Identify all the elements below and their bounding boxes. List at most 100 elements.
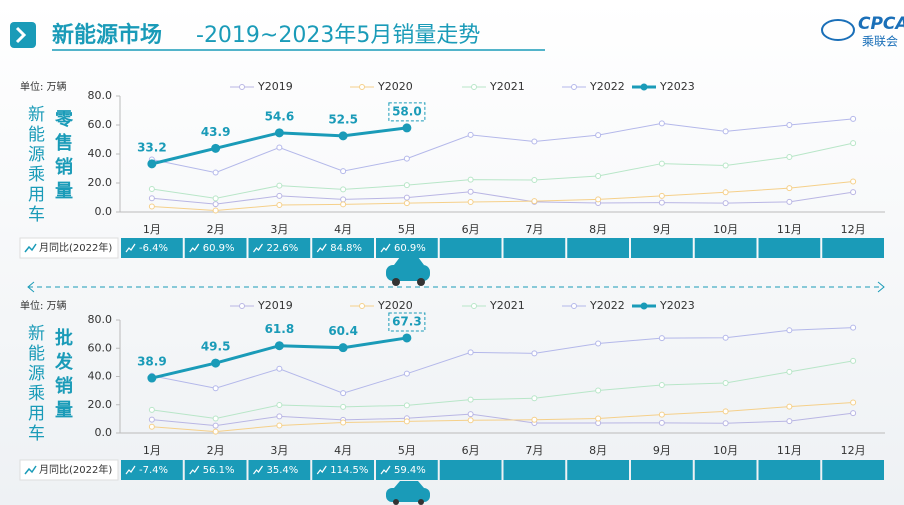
data-point	[658, 411, 665, 418]
yoy-cell	[439, 238, 502, 258]
yoy-label-icon	[24, 243, 37, 253]
data-point	[340, 186, 347, 193]
x-tick-label: 8月	[589, 444, 607, 457]
series-line	[151, 401, 854, 433]
data-point	[212, 207, 219, 214]
data-point	[595, 387, 602, 394]
data-point	[850, 115, 857, 122]
yoy-icon	[125, 465, 136, 475]
data-point	[850, 410, 857, 417]
y-tick-label: 80.0	[88, 89, 113, 102]
y-tick-label: 20.0	[88, 398, 113, 411]
data-point	[722, 379, 729, 386]
yoy-value: 56.1%	[203, 465, 235, 476]
car-icon	[386, 257, 430, 286]
data-point	[212, 422, 219, 429]
x-tick-label: 7月	[525, 444, 543, 457]
data-point	[786, 198, 793, 205]
data-point	[276, 413, 283, 420]
legend-marker	[359, 303, 365, 309]
data-point	[850, 324, 857, 331]
legend-label: Y2021	[489, 299, 525, 312]
yoy-cell	[503, 238, 566, 258]
data-point	[531, 350, 538, 357]
yoy-cell	[567, 460, 629, 480]
data-point	[212, 169, 219, 176]
metric-label: 零售销量	[52, 109, 74, 205]
yoy-value: 22.6%	[267, 243, 299, 254]
yoy-cell	[822, 238, 884, 258]
x-tick-label: 10月	[713, 444, 738, 457]
y-tick-label: 0.0	[95, 426, 113, 439]
data-label-box	[388, 312, 426, 332]
data-point	[467, 198, 474, 205]
x-tick-label: 3月	[270, 444, 288, 457]
x-tick-label: 9月	[653, 444, 671, 457]
data-point	[786, 185, 793, 192]
data-point	[467, 131, 474, 138]
data-point	[722, 200, 729, 207]
data-point	[276, 144, 283, 151]
data-point	[340, 419, 347, 426]
data-point	[786, 368, 793, 375]
yoy-cell	[694, 238, 757, 258]
data-point	[467, 188, 474, 195]
x-tick-label: 11月	[777, 223, 802, 236]
yoy-icon	[380, 465, 391, 475]
legend-marker	[239, 303, 245, 309]
y-tick-label: 60.0	[88, 341, 113, 354]
data-point	[276, 202, 283, 209]
legend-marker	[571, 84, 577, 90]
legend-marker	[571, 303, 577, 309]
data-point	[147, 159, 157, 169]
data-point	[403, 194, 410, 201]
yoy-icon	[253, 465, 263, 475]
data-point	[403, 402, 410, 409]
legend-marker	[471, 84, 477, 90]
y-tick-label: 40.0	[88, 370, 113, 383]
data-point	[467, 411, 474, 418]
series-line	[151, 327, 854, 394]
yoy-icon	[189, 243, 200, 253]
data-point	[722, 408, 729, 415]
x-tick-label: 12月	[841, 223, 866, 236]
y-tick-label: 40.0	[88, 147, 113, 160]
data-point	[403, 182, 410, 189]
yoy-value: 84.8%	[330, 243, 362, 254]
data-point	[276, 192, 283, 199]
series-line	[151, 118, 854, 174]
data-label: 54.6	[265, 109, 295, 123]
data-point	[658, 192, 665, 199]
unit-label: 单位: 万辆	[20, 80, 67, 93]
yoy-cell	[312, 238, 374, 258]
data-point	[148, 195, 155, 202]
data-point	[658, 120, 665, 127]
legend-label: Y2022	[589, 299, 625, 312]
data-point	[467, 349, 474, 356]
yoy-icon	[316, 243, 327, 253]
data-point	[850, 140, 857, 147]
data-point	[148, 423, 155, 430]
data-point	[340, 403, 347, 410]
yoy-cell	[694, 460, 757, 480]
yoy-cell	[248, 238, 311, 258]
data-point	[722, 128, 729, 135]
y-tick-label: 0.0	[95, 205, 113, 218]
legend-marker	[640, 83, 648, 91]
data-point	[722, 334, 729, 341]
series-line	[151, 360, 854, 419]
data-point	[340, 196, 347, 203]
legend-label: Y2019	[257, 80, 293, 93]
data-point	[531, 198, 538, 205]
data-point	[340, 201, 347, 208]
yoy-cell	[631, 238, 693, 258]
series-line	[151, 181, 854, 212]
legend-marker	[471, 303, 477, 309]
y-tick-label: 80.0	[88, 313, 113, 326]
data-point	[212, 428, 219, 435]
series-line	[151, 412, 854, 427]
data-point	[274, 128, 284, 138]
data-point	[595, 196, 602, 203]
data-point	[595, 415, 602, 422]
